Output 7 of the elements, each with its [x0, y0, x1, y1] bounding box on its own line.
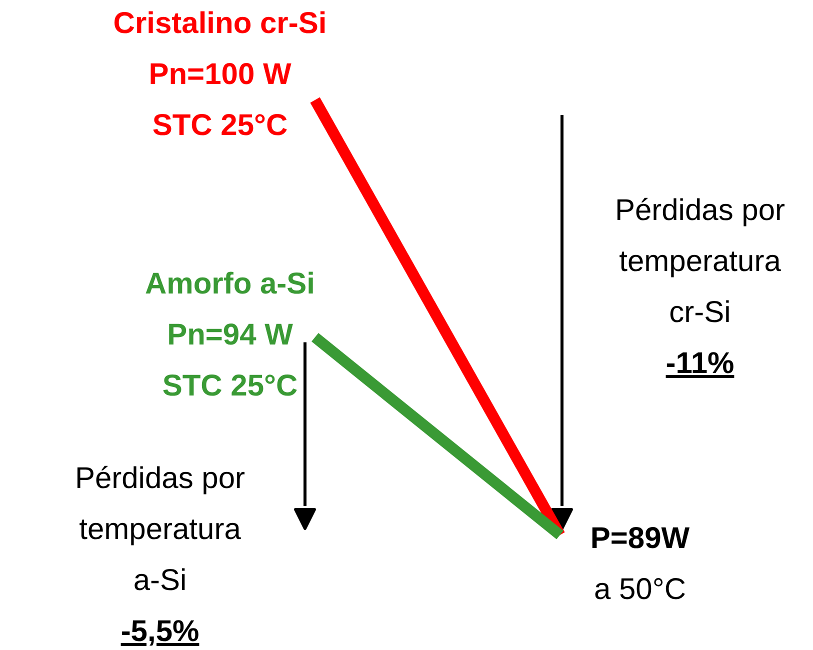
- annotation: Pérdidas por temperatura cr-Si -11%: [614, 194, 786, 380]
- series-label: Amorfo a-Si: [144, 267, 316, 300]
- text: Cristalino cr-Si: [113, 6, 327, 40]
- data-label: Pn=94 W STC 25°C: [162, 318, 298, 402]
- data-label: P=89W a 50°C: [590, 522, 690, 606]
- data-label: Pn=100 W STC 25°C: [148, 58, 292, 142]
- annotation: Pérdidas por temperatura a-Si -5,5%: [74, 462, 246, 648]
